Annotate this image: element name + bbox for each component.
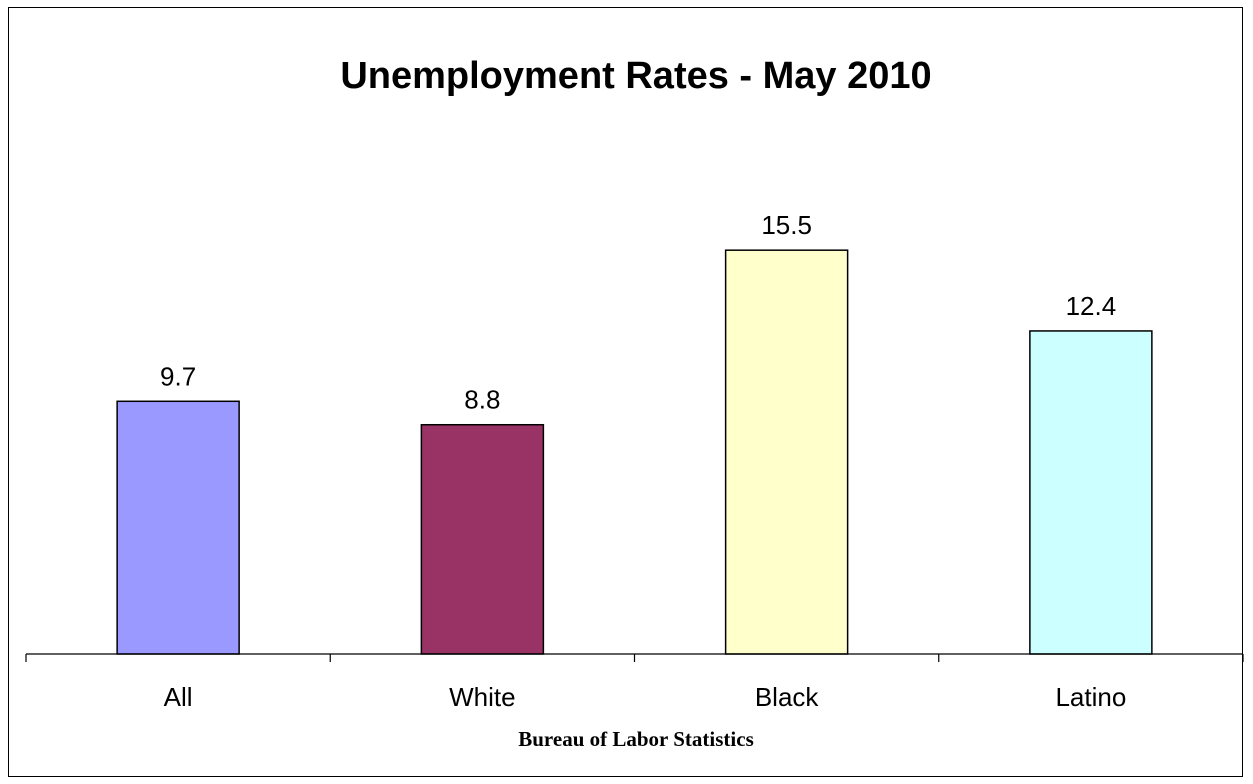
value-label-black: 15.5 xyxy=(761,210,812,240)
bar-black xyxy=(724,249,849,655)
category-label-all: All xyxy=(164,682,193,712)
category-label-latino: Latino xyxy=(1055,682,1126,712)
category-labels-group: All White Black Latino xyxy=(164,682,1127,712)
bar-all xyxy=(116,400,240,655)
bars-group xyxy=(116,249,1153,655)
x-axis-ticks xyxy=(25,654,1244,662)
bar-white xyxy=(420,423,545,655)
value-label-white: 8.8 xyxy=(464,385,500,415)
bar-latino xyxy=(1029,330,1153,655)
value-labels-group: 9.7 8.8 15.5 12.4 xyxy=(160,210,1116,415)
chart-title: Unemployment Rates - May 2010 xyxy=(340,55,931,97)
x-axis-label: Bureau of Labor Statistics xyxy=(518,727,754,751)
value-label-all: 9.7 xyxy=(160,361,196,391)
value-label-latino: 12.4 xyxy=(1066,291,1117,321)
category-label-black: Black xyxy=(755,682,820,712)
category-label-white: White xyxy=(449,682,515,712)
